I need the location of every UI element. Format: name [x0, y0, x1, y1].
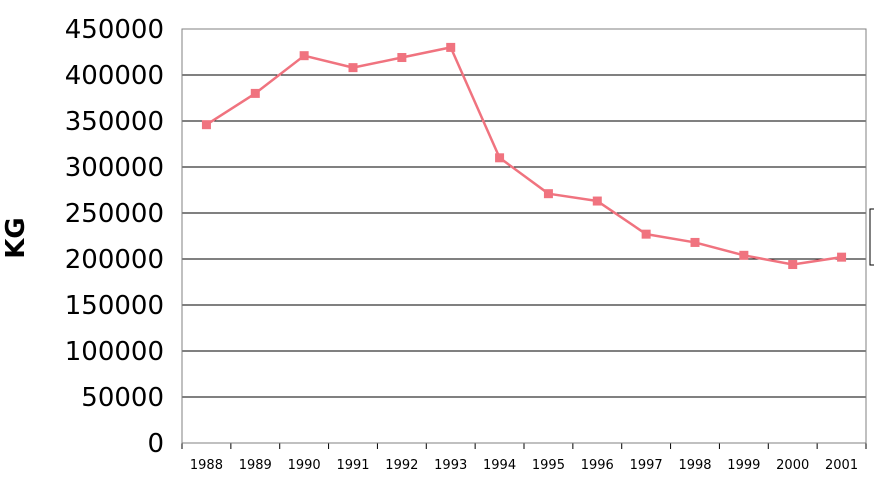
x-tick-label: 1991: [336, 458, 369, 473]
y-tick-label: 350000: [65, 107, 164, 137]
x-tick-label: 1993: [434, 458, 467, 473]
y-tick-label: 0: [147, 429, 164, 459]
x-tick-label: 2000: [776, 458, 809, 473]
data-point-marker: [592, 196, 602, 206]
legend-box: [869, 208, 874, 266]
x-tick-label: 1995: [532, 458, 565, 473]
x-tick-label: 1998: [678, 458, 711, 473]
series-line: [205, 46, 842, 266]
x-tick-label: 1990: [288, 458, 321, 473]
y-tick-label: 250000: [65, 199, 164, 229]
x-tick-label: 1994: [483, 458, 516, 473]
data-point-marker: [299, 51, 309, 61]
y-tick-label: 450000: [65, 15, 164, 45]
data-point-marker: [543, 189, 553, 199]
y-tick-label: 150000: [65, 291, 164, 321]
x-tick-label: 2001: [825, 458, 858, 473]
x-tick-label: 1988: [190, 458, 223, 473]
y-tick-label: 50000: [81, 383, 164, 413]
data-point-marker: [837, 252, 847, 262]
grid-layer: [181, 28, 867, 449]
series-layer: [201, 42, 847, 270]
y-tick-label: 400000: [65, 61, 164, 91]
y-axis-title: KG: [1, 217, 31, 259]
x-tick-label: 1999: [727, 458, 760, 473]
data-point-marker: [446, 42, 456, 52]
x-tick-label: 1997: [630, 458, 663, 473]
plot-area-frame: [181, 28, 867, 444]
data-point-marker: [641, 229, 651, 239]
data-point-marker: [788, 260, 798, 270]
data-point-marker: [690, 237, 700, 247]
x-axis-tick-labels: 1988 1989 1990 1991 1992 1993 1994 1995 1996 1997…: [190, 458, 858, 473]
y-tick-label: 100000: [65, 337, 164, 367]
x-tick-label: 1989: [239, 458, 272, 473]
data-point-marker: [250, 88, 260, 98]
data-point-marker: [201, 120, 211, 130]
data-point-marker: [348, 63, 358, 73]
y-axis-tick-labels: 450000 400000 350000 300000 250000 200000 1500…: [65, 15, 164, 459]
data-point-marker: [397, 53, 407, 63]
y-tick-label: 300000: [65, 153, 164, 183]
data-point-marker: [495, 153, 505, 163]
y-tick-label: 200000: [65, 245, 164, 275]
x-tick-label: 1992: [385, 458, 418, 473]
x-tick-label: 1996: [581, 458, 614, 473]
data-point-marker: [739, 250, 749, 260]
